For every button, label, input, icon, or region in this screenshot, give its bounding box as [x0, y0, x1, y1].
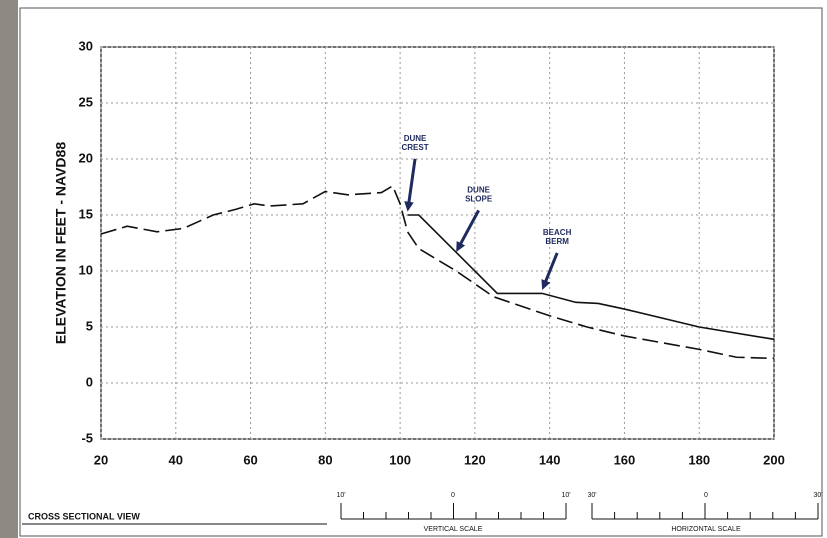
- annotation: BERM: [545, 237, 569, 246]
- scale-label: 30': [587, 492, 596, 499]
- y-tick-label: 0: [86, 374, 93, 389]
- annotation: DUNE: [467, 185, 490, 194]
- y-tick-label: 15: [79, 206, 93, 221]
- y-tick-label: 20: [79, 150, 93, 165]
- x-tick-label: 80: [318, 452, 332, 467]
- x-tick-label: 60: [243, 452, 257, 467]
- scale-label: 0: [451, 492, 455, 499]
- scale-title: VERTICAL SCALE: [424, 526, 483, 533]
- x-tick-label: 200: [763, 452, 785, 467]
- x-tick-label: 160: [614, 452, 636, 467]
- x-tick-label: 100: [389, 452, 411, 467]
- scale-label: 30': [813, 492, 822, 499]
- y-tick-label: 10: [79, 262, 93, 277]
- annotation: SLOPE: [465, 194, 493, 203]
- y-tick-label: -5: [81, 430, 93, 445]
- x-tick-label: 120: [464, 452, 486, 467]
- annotation: BEACH: [543, 228, 572, 237]
- y-tick-label: 25: [79, 94, 93, 109]
- y-tick-label: 5: [86, 318, 93, 333]
- x-tick-label: 140: [539, 452, 561, 467]
- scale-label: 10': [561, 492, 570, 499]
- footer-title: CROSS SECTIONAL VIEW: [28, 511, 140, 521]
- photo-strip: [0, 0, 18, 538]
- y-tick-label: 30: [79, 38, 93, 53]
- page: ELEVATION IN FEET - NAVD88 CROSS SECTION…: [0, 0, 827, 538]
- scale-label: 0: [704, 492, 708, 499]
- scale-label: 10': [336, 492, 345, 499]
- annotation: CREST: [402, 143, 429, 152]
- x-tick-label: 40: [169, 452, 183, 467]
- x-tick-label: 20: [94, 452, 108, 467]
- x-tick-label: 180: [688, 452, 710, 467]
- annotation: DUNE: [404, 134, 427, 143]
- y-axis-label: ELEVATION IN FEET - NAVD88: [53, 142, 69, 344]
- chart: ELEVATION IN FEET - NAVD88 CROSS SECTION…: [0, 0, 827, 538]
- scale-title: HORIZONTAL SCALE: [671, 526, 741, 533]
